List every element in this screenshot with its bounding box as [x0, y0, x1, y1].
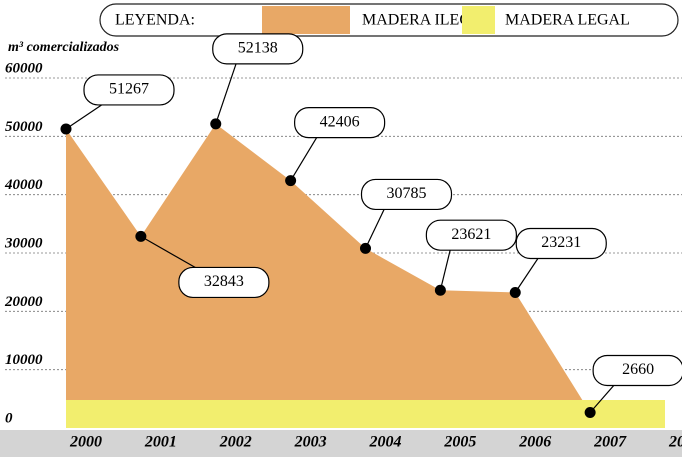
legend-label: MADERA LEGAL	[505, 12, 630, 29]
data-point	[360, 242, 371, 254]
data-point	[584, 406, 596, 418]
data-point	[434, 284, 446, 296]
callout-leader	[364, 204, 388, 249]
y-tick-label: 10000	[5, 352, 43, 368]
x-tick-label: 2000	[69, 434, 102, 451]
legend-title: LEYENDA:	[115, 12, 195, 29]
x-tick-label: 2006	[518, 434, 551, 451]
data-point	[285, 175, 297, 187]
data-point	[210, 118, 222, 130]
area	[66, 123, 591, 428]
legend-swatch	[462, 6, 495, 34]
x-tick-label: 2007	[593, 434, 627, 451]
area	[66, 400, 665, 428]
callout-box	[360, 178, 453, 211]
callout-box	[592, 354, 682, 387]
y-tick-label: 0	[5, 410, 13, 426]
data-label: 32843	[204, 273, 244, 290]
callout-leader	[514, 253, 542, 293]
data-label: 2660	[622, 361, 654, 378]
legend-label: MADERA ILEGAL	[362, 12, 492, 29]
y-tick-label: 40000	[4, 177, 43, 193]
data-label: 23621	[451, 226, 491, 243]
legend-box	[99, 3, 679, 37]
callout-leader	[215, 58, 239, 125]
data-label: 23231	[541, 234, 581, 251]
callout-box	[83, 74, 175, 106]
callout-leader	[140, 235, 205, 273]
callout-box	[515, 227, 607, 260]
x-tick-label: 2004	[369, 434, 402, 451]
y-tick-label: 20000	[4, 294, 43, 310]
y-tick-label: 30000	[4, 235, 43, 251]
y-tick-label: 50000	[5, 119, 43, 135]
callout-box	[178, 266, 270, 299]
x-tick-label: 2001	[144, 434, 177, 451]
x-tick-label: 2005	[443, 434, 476, 451]
data-label: 51267	[109, 81, 149, 98]
legend-swatch	[262, 6, 350, 34]
data-label: 42406	[320, 113, 360, 130]
y-axis-label: m³ comercializados	[8, 40, 120, 55]
x-tick-label: 2002	[219, 434, 252, 451]
data-point	[509, 286, 521, 298]
x-tick-label: 2008	[668, 434, 682, 451]
callout-leader	[290, 132, 321, 181]
callout-box	[212, 33, 304, 65]
data-label: 30785	[387, 185, 427, 202]
y-tick-label: 60000	[5, 60, 43, 76]
x-axis-band	[0, 430, 682, 457]
callout-box	[425, 219, 517, 251]
data-label: 52138	[238, 40, 278, 57]
data-point	[135, 230, 147, 242]
callout-box	[294, 107, 386, 139]
data-point	[60, 123, 72, 135]
callout-leader	[439, 245, 452, 291]
x-tick-label: 2003	[294, 434, 327, 451]
